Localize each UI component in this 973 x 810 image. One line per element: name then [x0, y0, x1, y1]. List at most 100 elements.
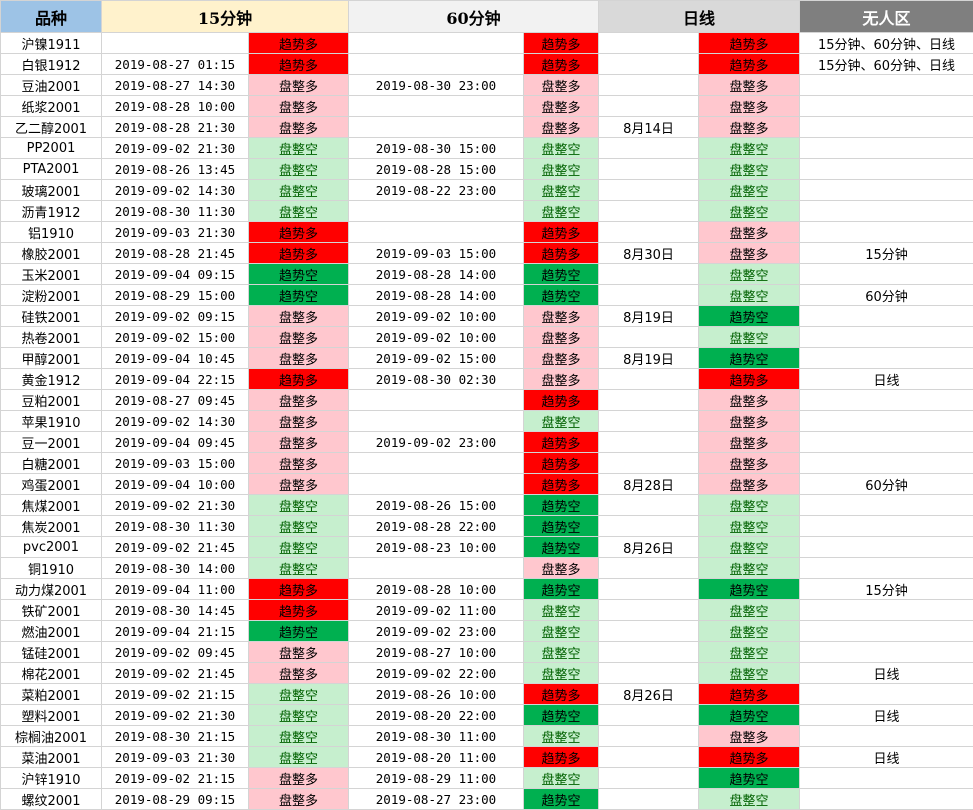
- cell-daily-status: 盘整多: [697, 116, 801, 138]
- cell-15min-time: 2019-08-28 10:00: [101, 95, 249, 117]
- cell-15min-time: 2019-09-04 10:45: [101, 347, 249, 369]
- cell-60min-status: 趋势多: [523, 452, 599, 474]
- cell-15min-status: 趋势空: [248, 284, 349, 306]
- cell-15min-time: 2019-09-02 09:15: [101, 305, 249, 327]
- cell-daily-date: 8月19日: [598, 347, 699, 369]
- table-row: pvc2001 2019-09-02 21:45 盘整空 2019-08-23 10:…: [0, 536, 973, 558]
- cell-daily-status: 盘整空: [697, 557, 801, 579]
- cell-15min-time: 2019-09-04 10:00: [101, 473, 249, 495]
- table-row: 铁矿2001 2019-08-30 14:45 趋势多 2019-09-02 11:0…: [0, 599, 973, 621]
- table-row: 热卷2001 2019-09-02 15:00 盘整多 2019-09-02 10:0…: [0, 326, 973, 348]
- cell-no-mans-land: [799, 494, 973, 516]
- cell-60min-status: 盘整空: [523, 725, 599, 747]
- cell-name: PP2001: [0, 137, 102, 159]
- cell-daily-status: 盘整空: [697, 599, 801, 621]
- cell-no-mans-land: [799, 263, 973, 285]
- cell-15min-status: 趋势多: [248, 599, 349, 621]
- cell-15min-time: 2019-08-30 11:30: [101, 200, 249, 222]
- cell-name: 豆一2001: [0, 431, 102, 453]
- cell-15min-time: 2019-09-02 15:00: [101, 326, 249, 348]
- cell-60min-time: [348, 389, 524, 411]
- cell-15min-time: 2019-09-04 11:00: [101, 578, 249, 600]
- cell-15min-status: 盘整多: [248, 326, 349, 348]
- cell-name: 甲醇2001: [0, 347, 102, 369]
- cell-no-mans-land: 15分钟、60分钟、日线: [799, 32, 973, 54]
- cell-15min-status: 盘整空: [248, 725, 349, 747]
- cell-daily-date: [598, 389, 699, 411]
- cell-15min-time: 2019-09-03 21:30: [101, 746, 249, 768]
- cell-daily-status: 盘整空: [697, 662, 801, 684]
- cell-60min-status: 趋势多: [523, 683, 599, 705]
- cell-60min-time: 2019-08-20 22:00: [348, 704, 524, 726]
- cell-15min-time: 2019-08-30 21:15: [101, 725, 249, 747]
- cell-name: 豆油2001: [0, 74, 102, 96]
- cell-15min-time: 2019-09-02 21:45: [101, 536, 249, 558]
- cell-daily-status: 盘整多: [697, 242, 801, 264]
- cell-15min-status: 盘整空: [248, 137, 349, 159]
- cell-15min-time: 2019-08-29 15:00: [101, 284, 249, 306]
- cell-name: 棉花2001: [0, 662, 102, 684]
- cell-no-mans-land: [799, 200, 973, 222]
- cell-name: 铜1910: [0, 557, 102, 579]
- cell-no-mans-land: [799, 599, 973, 621]
- cell-daily-status: 盘整多: [697, 74, 801, 96]
- cell-no-mans-land: [799, 410, 973, 432]
- cell-daily-date: [598, 368, 699, 390]
- cell-daily-status: 趋势多: [697, 53, 801, 75]
- cell-60min-status: 盘整多: [523, 557, 599, 579]
- cell-daily-status: 趋势空: [697, 704, 801, 726]
- cell-60min-time: 2019-08-20 11:00: [348, 746, 524, 768]
- cell-60min-time: [348, 410, 524, 432]
- cell-60min-status: 盘整多: [523, 116, 599, 138]
- cell-15min-status: 盘整多: [248, 641, 349, 663]
- header-15min: 15分钟: [101, 0, 349, 33]
- cell-name: 沪镍1911: [0, 32, 102, 54]
- cell-daily-date: [598, 263, 699, 285]
- cell-60min-status: 趋势空: [523, 494, 599, 516]
- cell-daily-status: 盘整多: [697, 473, 801, 495]
- table-row: 铜1910 2019-08-30 14:00 盘整空 盘整多 盘整空: [0, 557, 973, 579]
- table-row: 玉米2001 2019-09-04 09:15 趋势空 2019-08-28 14:0…: [0, 263, 973, 285]
- cell-15min-status: 趋势空: [248, 620, 349, 642]
- cell-no-mans-land: 60分钟: [799, 473, 973, 495]
- cell-60min-time: 2019-09-02 15:00: [348, 347, 524, 369]
- cell-15min-status: 盘整多: [248, 116, 349, 138]
- cell-no-mans-land: [799, 767, 973, 789]
- cell-name: 棕榈油2001: [0, 725, 102, 747]
- cell-daily-date: [598, 326, 699, 348]
- cell-daily-date: [598, 179, 699, 201]
- table-row: 白糖2001 2019-09-03 15:00 盘整多 趋势多 盘整多: [0, 452, 973, 474]
- cell-60min-time: 2019-09-02 22:00: [348, 662, 524, 684]
- cell-15min-time: 2019-09-04 09:45: [101, 431, 249, 453]
- cell-60min-time: 2019-08-28 14:00: [348, 284, 524, 306]
- table-row: 燃油2001 2019-09-04 21:15 趋势空 2019-09-02 23:0…: [0, 620, 973, 642]
- cell-daily-date: [598, 158, 699, 180]
- cell-60min-status: 盘整空: [523, 200, 599, 222]
- cell-15min-time: 2019-09-02 21:15: [101, 767, 249, 789]
- cell-15min-status: 盘整多: [248, 305, 349, 327]
- cell-name: 动力煤2001: [0, 578, 102, 600]
- cell-no-mans-land: [799, 389, 973, 411]
- table-row: 沥青1912 2019-08-30 11:30 盘整空 盘整空 盘整空: [0, 200, 973, 222]
- table-row: 乙二醇2001 2019-08-28 21:30 盘整多 盘整多 8月14日 盘整多: [0, 116, 973, 138]
- cell-no-mans-land: [799, 179, 973, 201]
- table-row: 黄金1912 2019-09-04 22:15 趋势多 2019-08-30 02:3…: [0, 368, 973, 390]
- table-row: 沪锌1910 2019-09-02 21:15 盘整多 2019-08-29 11:0…: [0, 767, 973, 789]
- cell-60min-time: 2019-08-26 15:00: [348, 494, 524, 516]
- cell-daily-date: 8月14日: [598, 116, 699, 138]
- cell-daily-date: [598, 557, 699, 579]
- cell-15min-time: 2019-09-02 21:30: [101, 137, 249, 159]
- table-row: 焦炭2001 2019-08-30 11:30 盘整空 2019-08-28 22:0…: [0, 515, 973, 537]
- cell-name: 硅铁2001: [0, 305, 102, 327]
- cell-15min-time: 2019-09-04 09:15: [101, 263, 249, 285]
- cell-60min-status: 趋势空: [523, 704, 599, 726]
- cell-15min-status: 趋势空: [248, 263, 349, 285]
- cell-no-mans-land: [799, 221, 973, 243]
- cell-60min-time: 2019-08-27 23:00: [348, 788, 524, 810]
- cell-15min-time: 2019-08-28 21:45: [101, 242, 249, 264]
- table-row: 豆一2001 2019-09-04 09:45 盘整多 2019-09-02 23:0…: [0, 431, 973, 453]
- cell-60min-status: 趋势空: [523, 515, 599, 537]
- cell-no-mans-land: 日线: [799, 368, 973, 390]
- cell-15min-status: 盘整空: [248, 158, 349, 180]
